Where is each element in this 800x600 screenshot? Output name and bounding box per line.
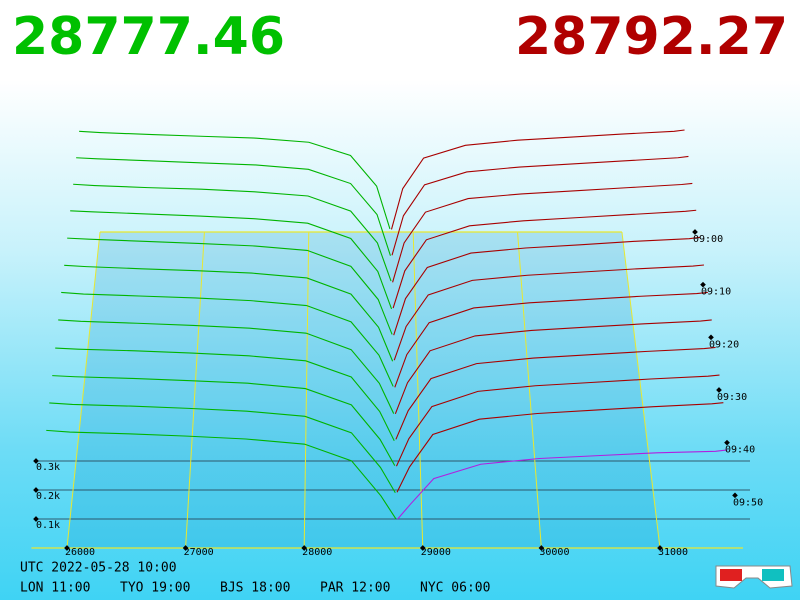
ask-depth-line <box>390 129 685 230</box>
ask-depth-line <box>391 155 689 256</box>
time-tick-label: 09:10 <box>701 287 731 298</box>
ask-depth-line <box>397 449 728 520</box>
tick-marker <box>64 545 70 551</box>
y-tick-label: 0.1k <box>36 520 60 531</box>
ask-depth-line <box>392 182 693 283</box>
ask-price: 28792.27 <box>515 7 788 67</box>
tick-marker <box>692 229 698 235</box>
city-time: BJS 18:00 <box>220 581 290 596</box>
tick-marker <box>657 545 663 551</box>
x-tick-label: 29000 <box>421 547 451 558</box>
price-grid-line <box>621 231 661 549</box>
bid-depth-line <box>46 429 397 520</box>
utc-time: UTC 2022-05-28 10:00 <box>20 561 177 576</box>
bid-depth-line <box>76 157 391 256</box>
bid-depth-line <box>79 130 391 230</box>
tick-marker <box>732 492 738 499</box>
tick-marker <box>700 281 706 288</box>
city-time: NYC 06:00 <box>420 581 490 596</box>
city-time: PAR 12:00 <box>320 581 390 596</box>
x-tick-label: 26000 <box>65 547 95 558</box>
tick-marker <box>716 387 722 393</box>
city-time: TYO 19:00 <box>120 581 190 596</box>
ask-depth-line <box>394 319 712 415</box>
tick-marker <box>538 545 545 551</box>
ask-depth-line <box>395 346 716 440</box>
bid-depth-line <box>55 347 395 441</box>
bid-depth-line <box>64 264 394 362</box>
bid-depth-line <box>52 375 396 466</box>
floor <box>66 232 660 548</box>
ask-depth-line <box>396 402 724 493</box>
price-grid-line <box>517 231 542 549</box>
bid-depth-line <box>58 319 395 414</box>
glasses-icon <box>715 565 793 589</box>
tick-marker <box>33 516 39 522</box>
bid-depth-line <box>70 210 393 310</box>
price-grid-line <box>185 231 205 549</box>
y-tick-label: 0.3k <box>36 462 60 473</box>
x-tick-label: 28000 <box>302 547 332 558</box>
ask-depth-line <box>395 374 720 467</box>
x-tick-label: 30000 <box>539 547 569 558</box>
bid-depth-line <box>49 402 396 494</box>
time-tick-label: 09:30 <box>717 392 747 403</box>
y-tick-label: 0.2k <box>36 491 60 502</box>
price-grid-line <box>303 231 310 549</box>
ask-depth-line <box>393 236 701 336</box>
tick-marker <box>724 439 730 446</box>
x-tick-label: 31000 <box>658 547 688 558</box>
city-time: LON 11:00 <box>20 581 90 596</box>
bid-depth-line <box>67 237 393 335</box>
ask-depth-line <box>393 264 705 361</box>
bid-depth-line <box>61 291 394 387</box>
tick-marker <box>708 334 714 341</box>
bid-price: 28777.46 <box>12 7 285 67</box>
ask-depth-line <box>394 291 708 388</box>
time-tick-label: 09:00 <box>693 234 723 245</box>
price-grid-line <box>66 231 101 549</box>
time-tick-label: 09:40 <box>725 445 755 456</box>
tick-marker <box>301 545 308 551</box>
tick-marker <box>419 545 426 551</box>
time-tick-label: 09:20 <box>709 339 739 350</box>
x-tick-label: 27000 <box>184 547 214 558</box>
ask-depth-line <box>392 209 697 309</box>
tick-marker <box>182 545 189 551</box>
time-tick-label: 09:50 <box>733 497 763 508</box>
bid-depth-line <box>73 183 392 282</box>
